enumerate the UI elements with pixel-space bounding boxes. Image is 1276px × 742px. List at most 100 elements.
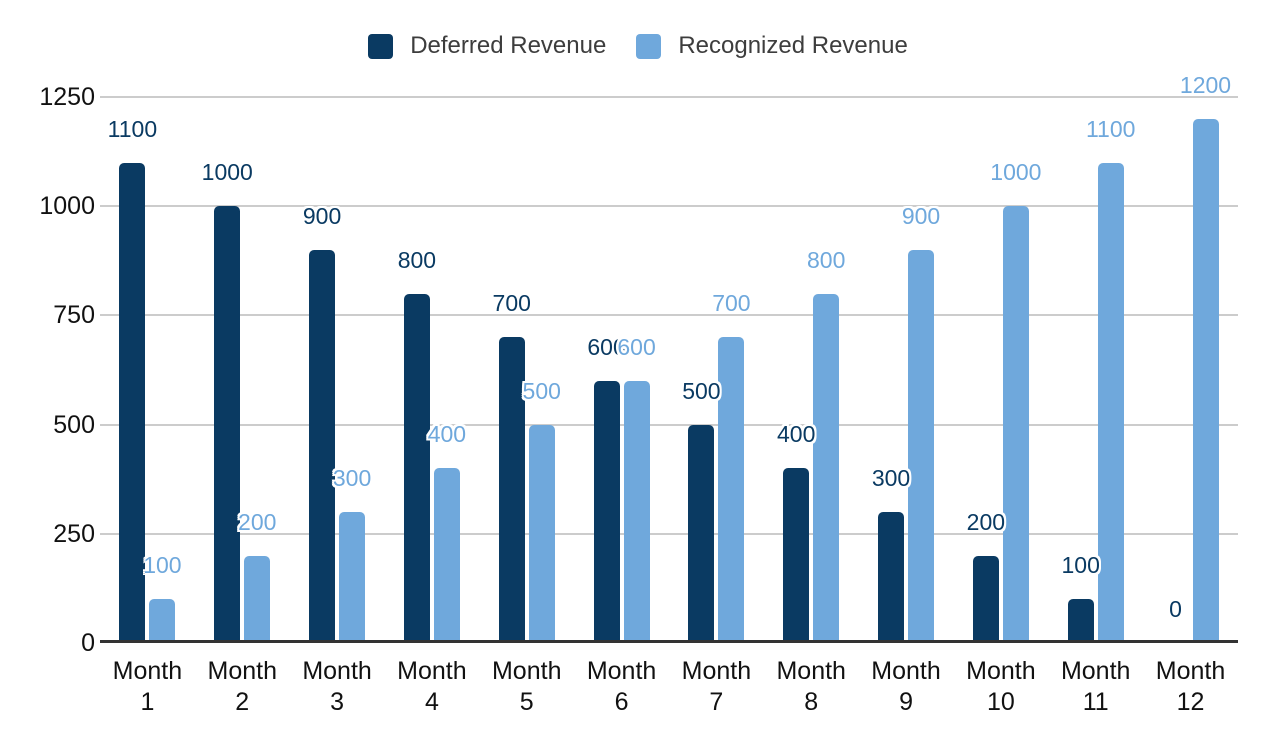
bar-recognized-revenue — [433, 468, 460, 643]
bar-recognized-revenue — [244, 555, 271, 643]
bar-value-label-recognized-revenue: 700 — [712, 290, 751, 317]
x-tick-label-line1: Month — [871, 657, 941, 685]
bar-value-label-deferred-revenue: 0 — [1169, 596, 1182, 622]
bar-deferred-revenue — [593, 380, 620, 643]
x-tick-label-month-4: Month 4 — [384, 656, 479, 718]
legend-swatch-icon — [368, 33, 394, 59]
bar-value-label-recognized-revenue: 400 — [427, 421, 467, 448]
y-tick-label-750: 750 — [53, 301, 95, 330]
bar-group-month-11: 100 1100 Month 11 — [1048, 97, 1143, 716]
bar-recognized-revenue — [1097, 162, 1124, 643]
x-tick-label-month-6: Month 6 — [574, 656, 669, 718]
bar-groups-layer: 1100 100 Month 1 1000 200 Month 2 900 300 Month 3 80… — [100, 73, 1238, 716]
bar-value-label-deferred-revenue: 1000 — [201, 159, 253, 186]
bar-deferred-revenue — [214, 206, 241, 643]
x-tick-label-month-7: Month 7 — [669, 656, 764, 718]
bar-recognized-revenue — [813, 293, 840, 643]
x-tick-label-line1: Month — [1155, 657, 1226, 685]
bar-value-label-recognized-revenue: 100 — [143, 552, 182, 579]
bar-deferred-revenue — [498, 337, 525, 643]
x-tick-label-month-3: Month 3 — [290, 656, 385, 718]
x-tick-label-line2: 3 — [330, 688, 345, 716]
y-tick-label-250: 250 — [53, 519, 95, 548]
x-tick-label-line2: 6 — [614, 688, 629, 716]
bar-deferred-revenue — [688, 424, 715, 643]
bar-deferred-revenue — [972, 555, 999, 643]
y-tick-label-1250: 1250 — [39, 83, 95, 111]
bar-value-label-recognized-revenue: 1200 — [1179, 71, 1232, 98]
x-tick-label-line2: 5 — [519, 688, 534, 716]
bar-value-label-deferred-revenue: 600 — [587, 333, 626, 360]
bar-value-label-recognized-revenue: 1100 — [1085, 115, 1136, 142]
bar-group-month-10: 200 1000 Month 10 — [953, 97, 1048, 716]
bar-deferred-revenue — [309, 249, 336, 643]
bar-value-label-recognized-revenue: 1000 — [990, 159, 1042, 186]
bar-value-label-deferred-revenue: 200 — [966, 508, 1006, 535]
bar-recognized-revenue — [623, 380, 650, 643]
bar-group-month-9: 300 900 Month 9 — [859, 97, 954, 716]
x-tick-label-line1: Month — [491, 657, 562, 685]
bar-value-label-deferred-revenue: 300 — [871, 464, 911, 491]
x-axis-line — [100, 640, 1238, 643]
bar-group-month-12: 0 1200 Month 12 — [1143, 73, 1238, 716]
x-tick-label-line1: Month — [397, 657, 467, 685]
x-tick-label-month-2: Month 2 — [195, 656, 290, 718]
x-tick-label-line2: 12 — [1176, 688, 1205, 716]
bar-group-month-1: 1100 100 Month 1 — [100, 97, 195, 716]
bar-value-label-deferred-revenue: 700 — [492, 290, 531, 317]
legend-label: Recognized Revenue — [678, 32, 908, 59]
x-tick-label-line2: 7 — [709, 688, 724, 716]
x-tick-label-line1: Month — [302, 657, 372, 685]
bar-recognized-revenue — [1002, 206, 1029, 643]
bar-group-month-2: 1000 200 Month 2 — [195, 97, 290, 716]
bar-value-label-deferred-revenue: 400 — [777, 421, 816, 448]
bar-deferred-revenue — [403, 293, 430, 643]
bar-value-label-recognized-revenue: 300 — [332, 464, 372, 491]
bar-recognized-revenue — [528, 424, 555, 643]
bar-value-label-recognized-revenue: 200 — [238, 508, 277, 535]
legend-item-deferred-revenue: Deferred Revenue — [368, 32, 606, 60]
bar-group-month-4: 800 400 Month 4 — [384, 97, 479, 716]
bar-value-label-recognized-revenue: 900 — [901, 202, 941, 229]
x-tick-label-line2: 10 — [986, 688, 1015, 716]
x-tick-label-line1: Month — [586, 657, 657, 685]
legend-swatch-icon — [636, 33, 662, 59]
x-tick-label-month-11: Month 11 — [1048, 656, 1143, 718]
bar-value-label-recognized-revenue: 500 — [522, 377, 561, 404]
x-tick-label-line2: 4 — [424, 688, 439, 716]
bar-group-month-6: 600 600 Month 6 — [574, 97, 669, 716]
bar-group-month-5: 700 500 Month 5 — [479, 97, 574, 716]
legend-label: Deferred Revenue — [410, 32, 607, 59]
bar-value-label-recognized-revenue: 600 — [617, 333, 656, 360]
bar-value-label-recognized-revenue: 800 — [807, 246, 846, 273]
x-tick-label-line2: 8 — [804, 688, 819, 716]
gridline-250 — [100, 532, 1238, 535]
x-tick-label-line2: 11 — [1082, 688, 1109, 716]
bar-deferred-revenue — [119, 162, 146, 643]
y-tick-label-500: 500 — [53, 410, 95, 439]
x-tick-label-month-10: Month 10 — [953, 656, 1048, 718]
x-tick-label-month-8: Month 8 — [764, 656, 859, 718]
gridline-500 — [100, 423, 1238, 426]
bar-value-label-deferred-revenue: 1100 — [107, 115, 158, 142]
x-tick-label-line1: Month — [112, 657, 183, 685]
bar-group-month-3: 900 300 Month 3 — [290, 97, 385, 716]
bar-deferred-revenue — [783, 468, 810, 643]
bar-group-month-8: 400 800 Month 8 — [764, 97, 859, 716]
x-tick-label-line2: 9 — [899, 688, 913, 716]
x-tick-label-line2: 2 — [235, 688, 250, 716]
y-tick-label-0: 0 — [81, 629, 95, 657]
x-tick-label-line1: Month — [966, 657, 1036, 685]
bar-recognized-revenue — [149, 599, 176, 643]
x-tick-label-line1: Month — [681, 657, 752, 685]
gridline-1000 — [100, 205, 1238, 208]
bar-deferred-revenue — [878, 511, 905, 643]
gridline-1250 — [100, 96, 1238, 98]
x-tick-label-line2: 1 — [140, 688, 155, 716]
x-tick-label-month-9: Month 9 — [859, 656, 954, 718]
chart-legend: Deferred Revenue Recognized Revenue — [0, 32, 1276, 60]
bar-recognized-revenue — [718, 337, 745, 643]
bar-value-label-deferred-revenue: 500 — [682, 377, 721, 404]
x-tick-label-line1: Month — [207, 657, 277, 685]
